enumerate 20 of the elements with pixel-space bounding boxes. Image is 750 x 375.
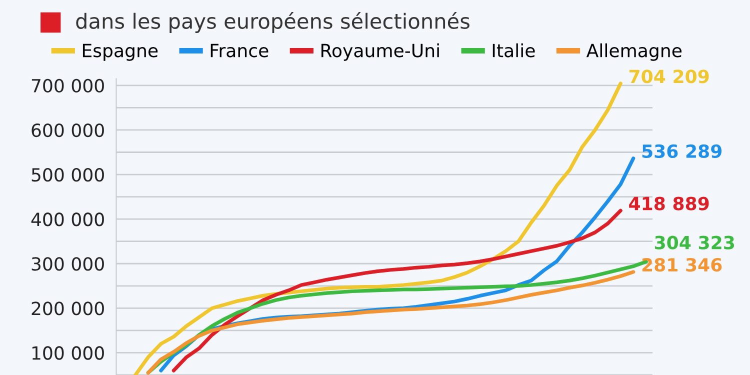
legend-label: Allemagne bbox=[586, 43, 682, 61]
data-label: 536 289 bbox=[642, 144, 722, 158]
data-label: 304 323 bbox=[654, 236, 734, 250]
y-tick-label: 500 000 bbox=[32, 168, 104, 182]
y-tick-label: 100 000 bbox=[32, 346, 104, 360]
line-series bbox=[134, 82, 622, 375]
legend-label: Royaume-Uni bbox=[321, 43, 439, 61]
legend-label: Espagne bbox=[82, 44, 158, 61]
data-label: 281 346 bbox=[642, 258, 722, 272]
y-tick-label: 400 000 bbox=[31, 212, 104, 226]
legend-label: Italie bbox=[492, 43, 535, 58]
line-series bbox=[172, 208, 622, 372]
data-label: 704 209 bbox=[629, 70, 709, 84]
data-label: 418 889 bbox=[629, 196, 709, 210]
chart-title: dans les pays européens sélectionnés bbox=[76, 12, 470, 33]
y-tick-label: 200 000 bbox=[32, 302, 104, 316]
y-tick-label: 600 000 bbox=[32, 123, 104, 138]
y-tick-label: 300 000 bbox=[32, 257, 104, 271]
y-tick-label: 700 000 bbox=[32, 78, 104, 93]
legend-label: France bbox=[210, 44, 268, 58]
